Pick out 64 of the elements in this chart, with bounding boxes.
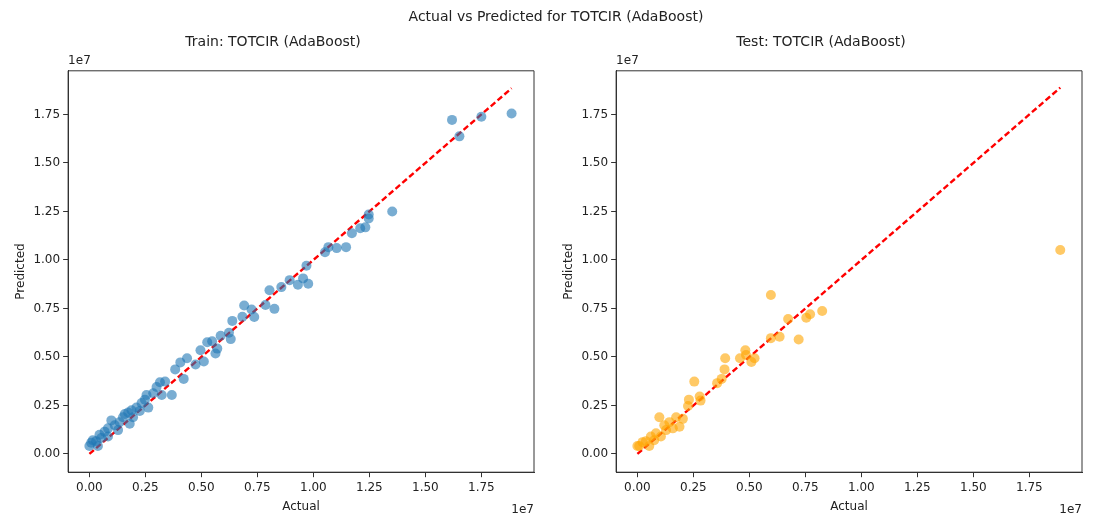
- y-tick-label: 1.25: [33, 203, 61, 218]
- chart-title: Test: TOTCIR (AdaBoost): [735, 33, 906, 50]
- y-tick-label: 0.25: [581, 397, 609, 412]
- x-tick-label: 0.00: [624, 479, 651, 494]
- point: [734, 353, 745, 364]
- x-tick-label: 0.25: [680, 479, 707, 494]
- x-tick-label: 1.00: [848, 479, 875, 494]
- text: Actual vs Predicted for TOTCIR (AdaBoost): [407, 8, 705, 26]
- point: [774, 331, 785, 342]
- point: [801, 312, 812, 323]
- point: [659, 420, 670, 431]
- y-axis-title: Predicted: [13, 243, 28, 300]
- x-tick-label: 0.50: [188, 479, 215, 494]
- point: [695, 395, 706, 406]
- x-tick-label: 1.75: [1016, 479, 1043, 494]
- x-axis-title: Actual: [282, 498, 320, 513]
- x-axis-title: Actual: [830, 498, 868, 513]
- point: [765, 333, 776, 344]
- y-tick-label: 0.50: [33, 349, 61, 364]
- x-tick-label: 1.75: [468, 479, 495, 494]
- y-tick-label: 0.25: [33, 397, 61, 412]
- point: [765, 290, 776, 301]
- point: [667, 423, 678, 434]
- y-tick-label: 1.00: [581, 252, 609, 267]
- point: [689, 376, 700, 387]
- text: 1e7: [1059, 502, 1082, 517]
- x-tick-label: 1.50: [960, 479, 987, 494]
- point: [719, 364, 730, 375]
- point: [1055, 245, 1066, 256]
- x-tick-label: 1.25: [904, 479, 931, 494]
- point: [783, 313, 794, 324]
- y-tick-label: 1.75: [581, 106, 609, 121]
- chart-title: Train: TOTCIR (AdaBoost): [184, 33, 361, 50]
- text: 1e7: [616, 52, 639, 67]
- y-tick-label: 1.50: [581, 155, 609, 170]
- x-tick-label: 0.25: [132, 479, 159, 494]
- point: [649, 435, 660, 446]
- point: [720, 353, 731, 364]
- y-tick-label: 0.75: [33, 300, 61, 315]
- point: [817, 305, 828, 316]
- point: [793, 334, 804, 345]
- point: [671, 412, 682, 423]
- y-tick-label: 0.75: [581, 300, 609, 315]
- point: [712, 378, 723, 389]
- y-tick-label: 0.00: [581, 446, 609, 461]
- y-tick-label: 0.00: [33, 446, 61, 461]
- x-tick-label: 0.75: [792, 479, 819, 494]
- y-tick-label: 1.50: [33, 155, 61, 170]
- point: [654, 412, 665, 423]
- x-tick-label: 1.25: [356, 479, 383, 494]
- text: 1e7: [68, 52, 91, 67]
- y-axis-title: Predicted: [561, 243, 576, 300]
- x-tick-label: 1.50: [412, 479, 439, 494]
- x-tick-label: 0.00: [76, 479, 103, 494]
- point: [746, 357, 757, 367]
- x-tick-label: 1.00: [300, 479, 327, 494]
- y-tick-label: 0.50: [581, 349, 609, 364]
- x-tick-label: 0.50: [736, 479, 763, 494]
- x-tick-label: 0.75: [244, 479, 271, 494]
- y-tick-label: 1.75: [33, 106, 61, 121]
- text: 1e7: [511, 502, 534, 517]
- point: [683, 401, 694, 412]
- y-tick-label: 1.25: [581, 203, 609, 218]
- y-tick-label: 1.00: [33, 252, 61, 267]
